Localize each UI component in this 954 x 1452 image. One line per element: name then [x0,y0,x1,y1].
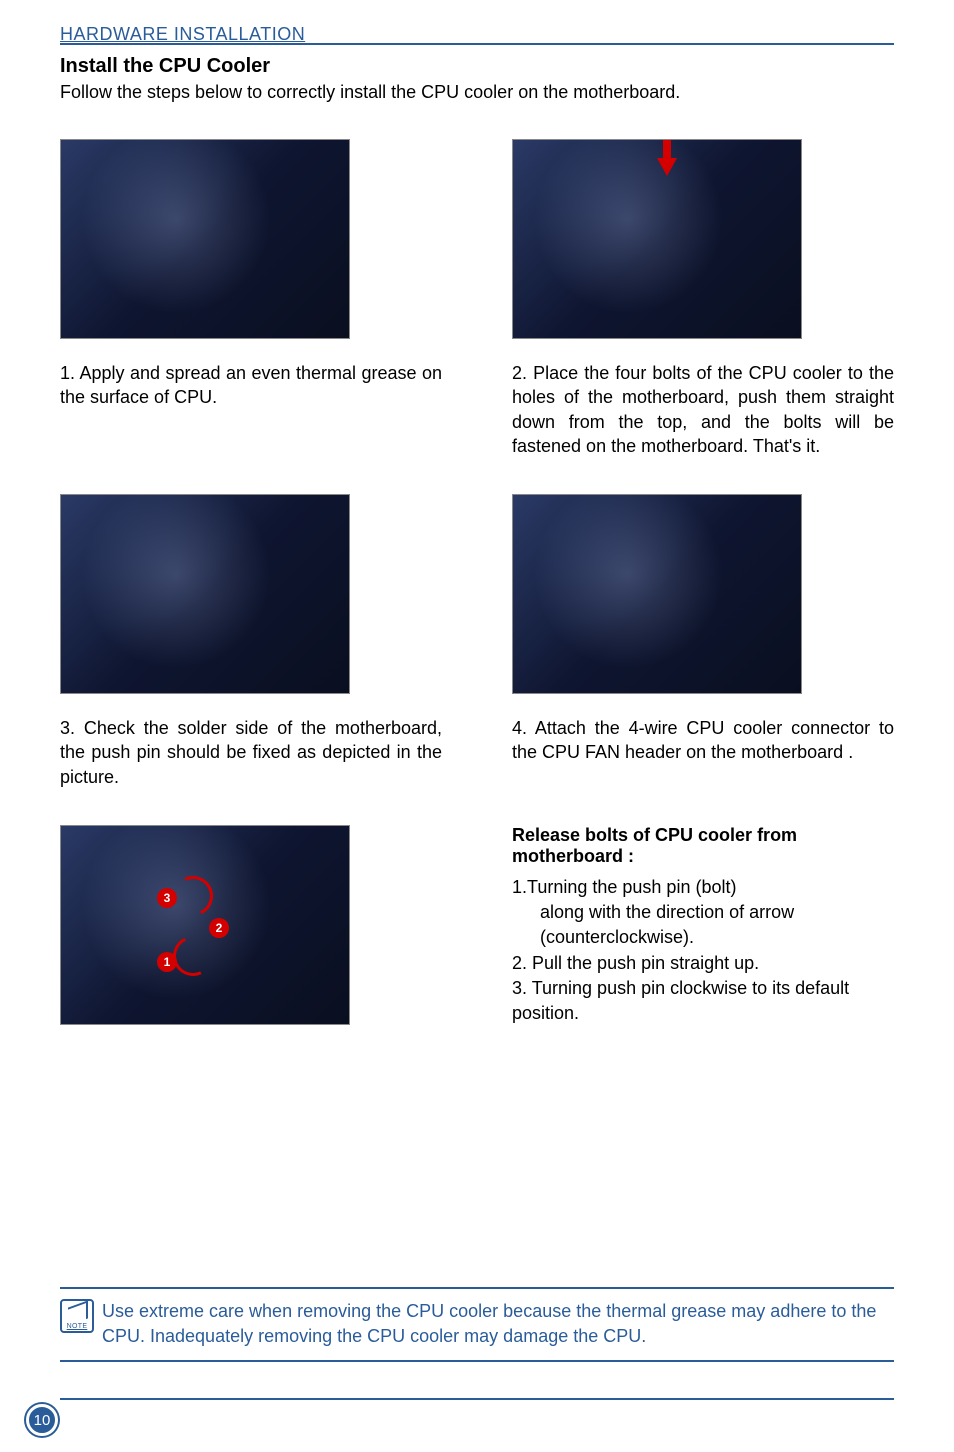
steps-grid: 1. Apply and spread an even thermal grea… [60,139,894,1047]
section-header: HARDWARE INSTALLATION [60,24,894,45]
step-3-photo [60,494,350,694]
release-item-2: 2. Pull the push pin straight up. [512,953,759,973]
step-3-block: 3. Check the solder side of the motherbo… [60,494,442,825]
step-3-text: 3. Check the solder side of the motherbo… [60,716,442,789]
intro-text: Follow the steps below to correctly inst… [60,82,894,103]
step-4-photo [512,494,802,694]
page-number-badge: 10 [26,1404,58,1436]
pin-badge-3: 3 [157,888,177,908]
down-arrow-icon [657,158,677,176]
footer-rule [60,1398,894,1400]
step-1-block: 1. Apply and spread an even thermal grea… [60,139,442,494]
note-bottom-rule [60,1360,894,1362]
note-text: Use extreme care when removing the CPU c… [102,1299,894,1348]
release-title: Release bolts of CPU cooler from motherb… [512,825,894,867]
step-1-photo [60,139,350,339]
release-list: 1.Turning the push pin (bolt) along with… [512,875,894,1026]
note-inner: NOTE Use extreme care when removing the … [60,1289,894,1360]
step-2-block: 2. Place the four bolts of the CPU coole… [512,139,894,494]
release-block: Release bolts of CPU cooler from motherb… [512,825,894,1047]
step-4-block: 4. Attach the 4-wire CPU cooler connecto… [512,494,894,825]
pin-badge-1: 1 [157,952,177,972]
note-icon: NOTE [60,1299,94,1333]
step-1-text: 1. Apply and spread an even thermal grea… [60,361,442,410]
step-4-text: 4. Attach the 4-wire CPU cooler connecto… [512,716,894,765]
pin-badge-2: 2 [209,918,229,938]
step-5-block: 3 2 1 [60,825,442,1047]
note-box: NOTE Use extreme care when removing the … [60,1287,894,1362]
release-item-1a: 1.Turning the push pin (bolt) [512,877,736,897]
page-title: Install the CPU Cooler [60,55,894,78]
release-item-3: 3. Turning push pin clockwise to its def… [512,976,894,1026]
step-5-photo: 3 2 1 [60,825,350,1025]
release-item-1b: along with the direction of arrow (count… [512,900,894,950]
step-2-photo [512,139,802,339]
step-2-text: 2. Place the four bolts of the CPU coole… [512,361,894,458]
note-icon-label: NOTE [62,1323,92,1330]
